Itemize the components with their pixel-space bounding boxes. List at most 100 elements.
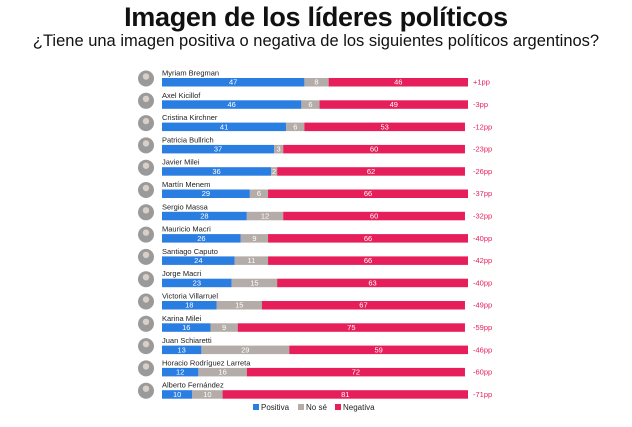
politician-name: Axel Kicillof bbox=[162, 91, 201, 100]
avatar-face-icon bbox=[142, 117, 150, 125]
avatar-face-icon bbox=[142, 340, 150, 348]
bar-positiva bbox=[162, 211, 247, 221]
politician-name: Juan Schiaretti bbox=[162, 336, 212, 345]
difference-label: -40pp bbox=[473, 278, 492, 287]
bar-positiva bbox=[162, 301, 217, 310]
value-label-positiva: 26 bbox=[197, 234, 205, 243]
bar-positiva bbox=[162, 256, 235, 265]
value-label-negativa: 53 bbox=[381, 122, 389, 131]
value-label-positiva: 47 bbox=[229, 78, 237, 87]
value-label-no-se: 6 bbox=[293, 122, 297, 131]
difference-label: -12pp bbox=[473, 122, 492, 131]
bar-no-se bbox=[274, 144, 284, 154]
value-label-no-se: 10 bbox=[203, 390, 211, 399]
avatar-face-icon bbox=[142, 251, 150, 259]
bar-no-se bbox=[246, 211, 284, 221]
bar-no-se bbox=[231, 278, 278, 288]
difference-label: -23pp bbox=[473, 145, 492, 154]
bar-positiva bbox=[162, 345, 202, 355]
difference-label: -40pp bbox=[473, 234, 492, 243]
bar-negativa bbox=[237, 323, 465, 332]
politician-name: Myriam Bregman bbox=[162, 69, 219, 78]
politician-name: Horacio Rodríguez Larreta bbox=[162, 358, 251, 367]
value-label-no-se: 9 bbox=[252, 234, 256, 243]
value-label-no-se: 3 bbox=[277, 145, 281, 154]
bar-no-se bbox=[198, 367, 247, 377]
bar-positiva bbox=[162, 234, 241, 243]
bar-negativa bbox=[268, 256, 468, 265]
bar-positiva bbox=[162, 278, 232, 288]
value-label-positiva: 10 bbox=[173, 390, 181, 399]
bar-negativa bbox=[304, 122, 465, 132]
legend-label-negativa: Negativa bbox=[343, 403, 375, 412]
politician-name: Karina Milei bbox=[162, 314, 202, 323]
legend-label-no-se: No sé bbox=[306, 403, 327, 412]
value-label-no-se: 12 bbox=[261, 212, 269, 221]
difference-label: -60pp bbox=[473, 368, 492, 377]
value-label-positiva: 37 bbox=[214, 145, 222, 154]
value-label-negativa: 46 bbox=[394, 78, 402, 87]
bar-no-se bbox=[304, 78, 329, 87]
value-label-no-se: 29 bbox=[241, 345, 249, 354]
politician-name: Alberto Fernández bbox=[162, 381, 224, 390]
bar-positiva bbox=[162, 189, 250, 198]
bar-positiva bbox=[162, 100, 302, 109]
difference-label: -26pp bbox=[473, 167, 492, 176]
bar-no-se bbox=[286, 122, 305, 132]
value-label-no-se: 15 bbox=[250, 278, 258, 287]
bar-negativa bbox=[261, 301, 465, 310]
difference-label: +1pp bbox=[473, 78, 490, 87]
value-label-positiva: 36 bbox=[212, 167, 220, 176]
value-label-negativa: 66 bbox=[364, 234, 372, 243]
avatar-face-icon bbox=[142, 184, 150, 192]
avatar-face-icon bbox=[142, 229, 150, 236]
legend-label-positiva: Positiva bbox=[261, 403, 290, 412]
chart-subtitle: ¿Tiene una imagen positiva o negativa de… bbox=[32, 32, 600, 50]
difference-label: -59pp bbox=[473, 323, 492, 332]
value-label-negativa: 60 bbox=[370, 212, 378, 221]
bar-positiva bbox=[162, 78, 305, 87]
bar-negativa bbox=[268, 234, 468, 243]
difference-label: -71pp bbox=[473, 390, 492, 399]
value-label-negativa: 75 bbox=[347, 323, 355, 332]
bar-no-se bbox=[301, 100, 320, 109]
value-label-negativa: 49 bbox=[390, 100, 398, 109]
politician-name: Victoria Villarruel bbox=[162, 292, 218, 301]
value-label-no-se: 11 bbox=[247, 256, 255, 265]
politician-name: Javier Milei bbox=[162, 158, 200, 167]
value-label-no-se: 6 bbox=[257, 189, 261, 198]
bar-no-se bbox=[240, 234, 269, 243]
bar-no-se bbox=[192, 390, 223, 399]
value-label-negativa: 67 bbox=[359, 301, 367, 310]
bar-positiva bbox=[162, 323, 211, 332]
difference-label: -46pp bbox=[473, 345, 492, 354]
bar-negativa bbox=[283, 211, 465, 221]
value-label-no-se: 8 bbox=[314, 78, 318, 87]
value-label-no-se: 9 bbox=[222, 323, 226, 332]
avatar-face-icon bbox=[142, 162, 150, 169]
value-label-no-se: 6 bbox=[308, 100, 312, 109]
avatar-face-icon bbox=[142, 318, 150, 325]
bar-negativa bbox=[277, 167, 465, 176]
legend-swatch-no-se bbox=[298, 404, 304, 410]
bar-negativa bbox=[283, 144, 465, 154]
avatar-face-icon bbox=[142, 95, 150, 103]
value-label-positiva: 24 bbox=[194, 256, 202, 265]
politician-name: Mauricio Macri bbox=[162, 225, 211, 234]
avatar-face-icon bbox=[142, 363, 150, 370]
difference-label: -3pp bbox=[473, 100, 488, 109]
value-label-negativa: 72 bbox=[352, 368, 360, 377]
bar-negativa bbox=[328, 78, 468, 87]
bar-no-se bbox=[210, 323, 238, 332]
bar-positiva bbox=[162, 122, 287, 132]
avatar-face-icon bbox=[142, 207, 150, 214]
bar-negativa bbox=[246, 367, 465, 377]
bar-no-se bbox=[271, 167, 278, 176]
value-label-negativa: 62 bbox=[367, 167, 375, 176]
bar-no-se bbox=[234, 256, 269, 265]
difference-label: -49pp bbox=[473, 301, 492, 310]
value-label-negativa: 81 bbox=[341, 390, 349, 399]
politician-name: Cristina Kirchner bbox=[162, 113, 218, 122]
avatar-face-icon bbox=[142, 140, 150, 147]
politician-name: Santiago Caputo bbox=[162, 247, 218, 256]
